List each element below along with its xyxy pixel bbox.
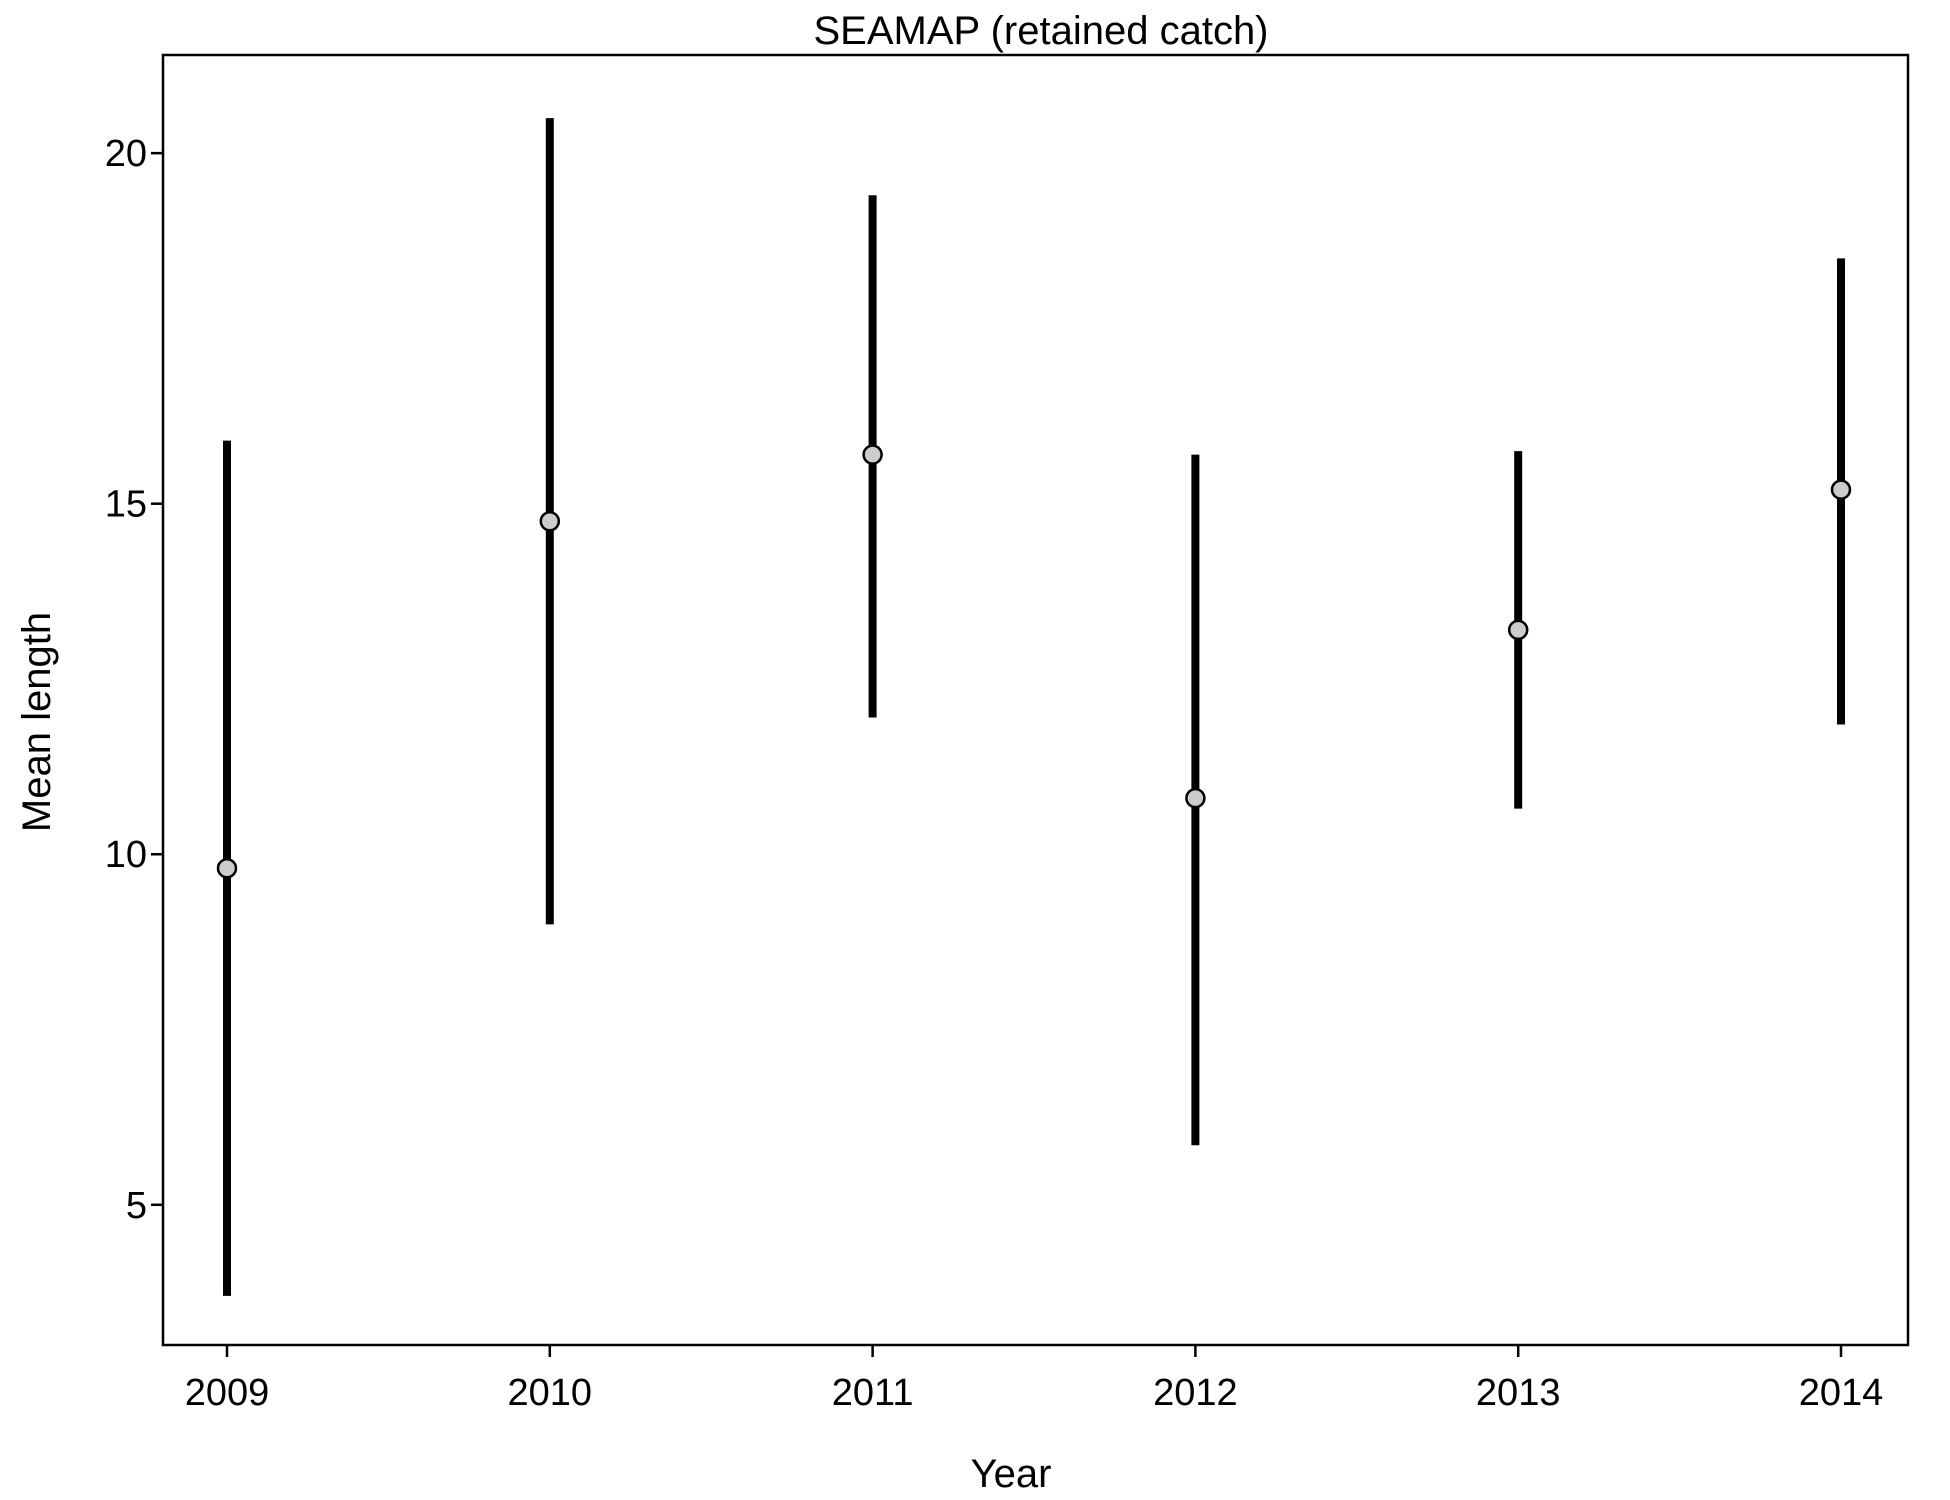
x-tick-label: 2009: [185, 1372, 270, 1414]
x-axis-title: Year: [971, 1452, 1052, 1496]
x-tick-label: 2013: [1476, 1372, 1561, 1414]
data-point-2012: [1185, 787, 1206, 809]
data-point-2014: [1830, 479, 1852, 500]
x-axis: 2009 2010 2011 2012 2013 2014: [185, 1345, 1884, 1414]
y-tick-label: 10: [105, 834, 147, 876]
y-tick-label: 15: [105, 484, 147, 526]
x-tick-label: 2014: [1799, 1372, 1884, 1414]
data-point-2013: [1507, 619, 1529, 641]
chart-title: SEAMAP (retained catch): [813, 9, 1268, 53]
data-point-2010: [539, 510, 561, 532]
data-point-2009: [216, 858, 238, 879]
x-tick-label: 2012: [1153, 1372, 1238, 1414]
plot-frame: [161, 53, 1910, 1347]
x-tick-label: 2010: [508, 1372, 593, 1414]
data-marks: [216, 118, 1852, 1296]
y-tick-label: 5: [126, 1185, 147, 1227]
y-axis: 5 10 15 20: [105, 133, 163, 1227]
y-tick-label: 20: [105, 133, 147, 175]
x-tick-label: 2011: [832, 1372, 914, 1414]
y-axis-title: Mean length: [15, 612, 59, 832]
data-point-2011: [862, 444, 883, 465]
